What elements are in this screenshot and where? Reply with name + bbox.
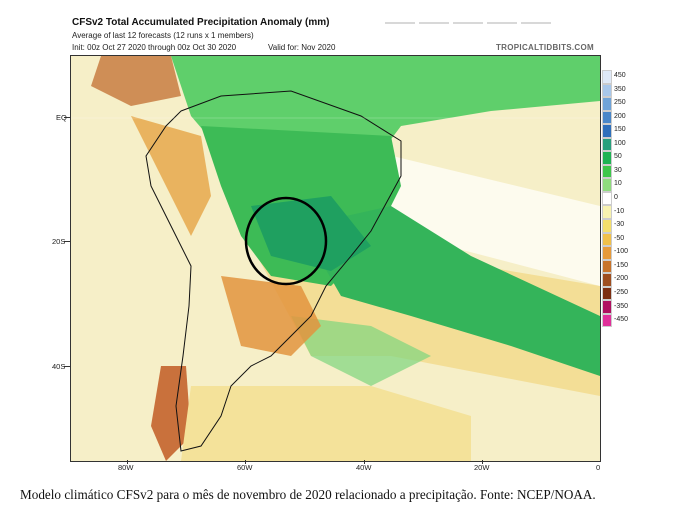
lon-label-40w: 40W — [356, 463, 372, 472]
lat-label-eq: EQ — [56, 113, 67, 122]
legend-label: -10 — [614, 207, 625, 215]
legend-swatch — [602, 273, 612, 287]
tick-40s — [64, 366, 70, 367]
color-scale-legend: 450 350 250 200 150 100 50 30 10 0 -10 -30 -50 -100 -1… — [602, 70, 629, 328]
legend-label: -50 — [614, 234, 625, 242]
lon-label-80w: 80W — [118, 463, 134, 472]
legend-swatch — [602, 178, 612, 192]
legend-label: 150 — [614, 126, 626, 134]
legend-label: 200 — [614, 112, 626, 120]
forecast-ensemble-text: Average of last 12 forecasts (12 runs x … — [72, 31, 254, 40]
anomaly-field-dry-northwest — [91, 56, 181, 106]
tick-eq — [64, 117, 70, 118]
legend-swatch — [602, 259, 612, 274]
tick-80w — [127, 460, 128, 464]
legend-label: -100 — [614, 248, 629, 256]
anomaly-field-dry-plata — [221, 276, 321, 356]
init-time-text: Init: 00z Oct 27 2020 through 00z Oct 30… — [72, 43, 237, 52]
figure-caption: Modelo climático CFSv2 para o mês de nov… — [20, 487, 596, 502]
precipitation-anomaly-map — [70, 55, 601, 462]
map-title: CFSv2 Total Accumulated Precipitation An… — [72, 17, 330, 28]
legend-swatch — [602, 137, 612, 152]
tick-60w — [245, 460, 246, 464]
tick-20w — [482, 460, 483, 464]
legend-label: -250 — [614, 288, 629, 296]
legend-label: -150 — [614, 261, 629, 269]
legend-swatch — [602, 83, 612, 98]
anomaly-field-southern-ocean — [181, 386, 471, 461]
legend-label: 30 — [614, 166, 622, 174]
legend-swatch — [602, 219, 612, 233]
anomaly-field-wet-core — [251, 196, 371, 271]
legend-swatch — [602, 70, 612, 84]
legend-label: 250 — [614, 99, 626, 107]
legend-label: -450 — [614, 316, 629, 324]
legend-swatch — [602, 191, 612, 206]
anomaly-field-dry-peru — [131, 116, 211, 236]
legend-label: 10 — [614, 180, 622, 188]
anomaly-field-wet-coast — [291, 316, 431, 386]
tick-20s — [64, 241, 70, 242]
legend-label: -30 — [614, 221, 625, 229]
legend-label: 50 — [614, 153, 622, 161]
source-credit: TROPICALTIDBITS.COM — [496, 43, 594, 52]
anomaly-field-white-belt — [351, 146, 600, 286]
legend-swatch — [602, 246, 612, 260]
legend-label: -200 — [614, 275, 629, 283]
south-america-coastline — [145, 90, 402, 452]
legend-label: 350 — [614, 85, 626, 93]
legend-swatch — [602, 313, 612, 328]
legend-label: -350 — [614, 302, 629, 310]
highlight-circle — [244, 196, 328, 286]
legend-swatch — [602, 151, 612, 165]
legend-label: 100 — [614, 139, 626, 147]
lat-label-40s: 40S — [52, 362, 66, 371]
legend-label: 0 — [614, 194, 618, 202]
header-decoration — [385, 11, 555, 24]
lon-label-20w: 20W — [474, 463, 490, 472]
legend-swatch — [602, 300, 612, 314]
legend-swatch — [602, 164, 612, 179]
legend-swatch — [602, 205, 612, 220]
legend-label: 450 — [614, 72, 626, 79]
valid-date-text: Valid for: Nov 2020 — [268, 43, 336, 52]
lat-label-20s: 20S — [52, 237, 66, 246]
lon-label-60w: 60W — [237, 463, 253, 472]
legend-swatch — [602, 286, 612, 301]
legend-swatch — [602, 97, 612, 111]
tick-40w — [364, 460, 365, 464]
legend-swatch — [602, 124, 612, 138]
legend-swatch — [602, 232, 612, 247]
anomaly-field-sacz — [301, 206, 600, 376]
anomaly-field-dry-patagonia — [151, 366, 191, 461]
lon-label-0: 0 — [596, 463, 601, 472]
legend-swatch — [602, 110, 612, 125]
